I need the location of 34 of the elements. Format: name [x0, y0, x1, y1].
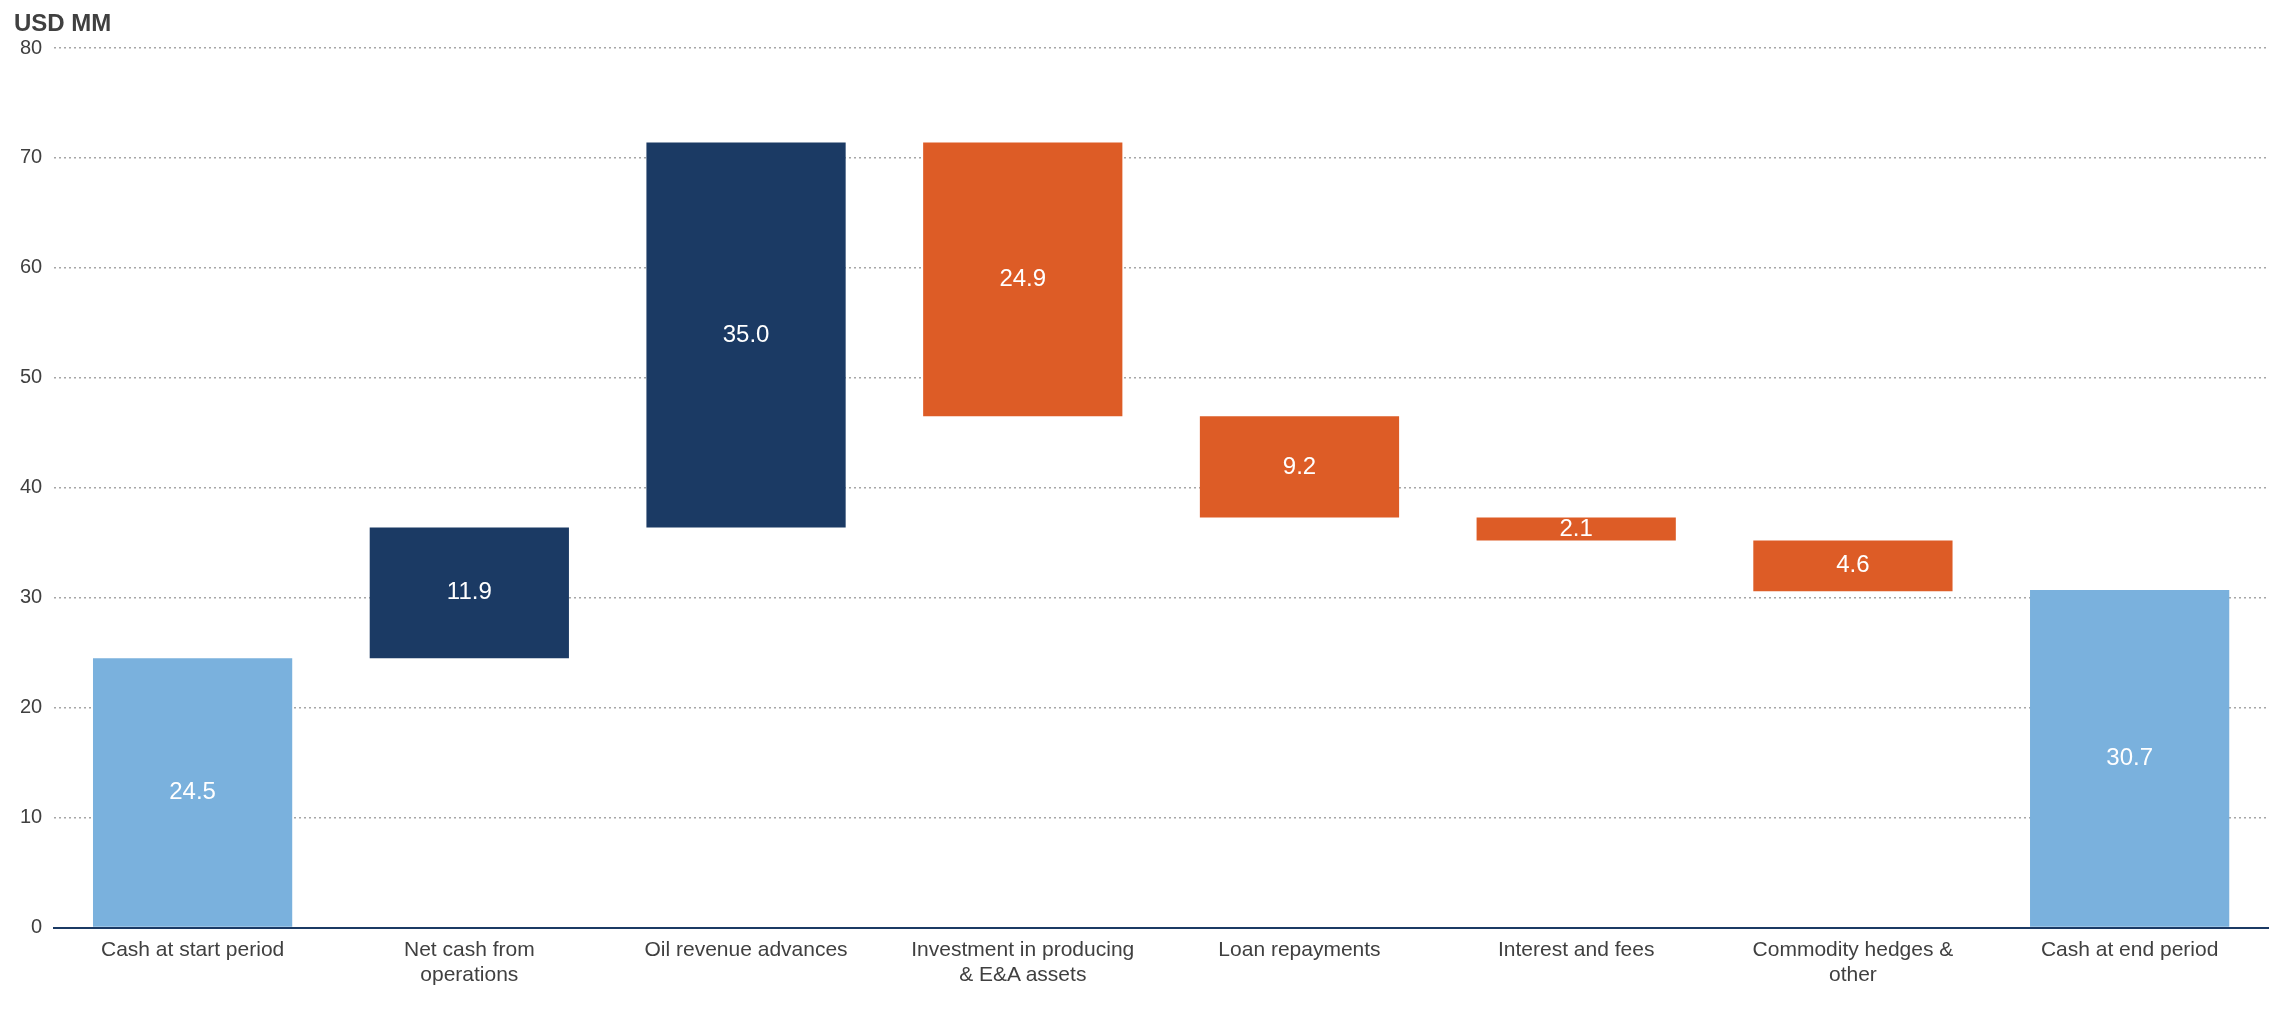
y-tick-label: 10 — [20, 805, 43, 828]
bar — [369, 527, 569, 659]
y-tick-label: 60 — [20, 255, 43, 278]
x-tick-label: Cash at end period — [2040, 937, 2219, 960]
bar — [92, 658, 293, 927]
bar — [1199, 416, 1400, 518]
y-tick-label: 0 — [31, 915, 43, 938]
y-tick-label: 70 — [20, 145, 43, 168]
x-tick-label: Cash at start period — [100, 937, 285, 960]
y-tick-label: 80 — [20, 35, 43, 58]
y-tick-label: 50 — [20, 365, 43, 388]
x-tick-label: Interest and fees — [1497, 937, 1655, 960]
bar — [923, 142, 1123, 417]
x-tick-label: Loan repayments — [1218, 937, 1381, 960]
data-label: 35.0 — [722, 319, 770, 347]
x-tick-label: Net cash from operations — [403, 937, 535, 986]
y-tick-label: 30 — [20, 585, 43, 608]
data-label: 9.2 — [1282, 451, 1317, 479]
data-label: 30.7 — [2106, 743, 2153, 771]
data-label: 2.1 — [1559, 513, 1593, 541]
bar — [2030, 590, 2230, 927]
data-label: 24.5 — [169, 777, 216, 805]
x-tick-label: Oil revenue advances — [644, 937, 848, 960]
x-tick-label: Investment in producing & E&A assets — [911, 937, 1135, 986]
bar — [1753, 540, 1953, 592]
data-label: 11.9 — [446, 577, 492, 605]
y-axis-title: USD MM — [14, 8, 112, 36]
data-label: 4.6 — [1836, 550, 1870, 578]
y-tick-label: 20 — [20, 695, 43, 718]
bar — [646, 142, 846, 528]
data-label: 24.9 — [999, 264, 1047, 292]
y-tick-label: 40 — [20, 475, 43, 498]
bar — [1476, 517, 1676, 541]
x-tick-label: Commodity hedges & other — [1752, 937, 1954, 986]
